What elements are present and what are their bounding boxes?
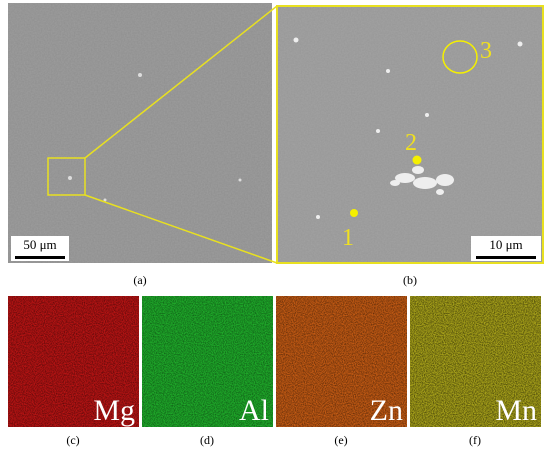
particle [293, 37, 299, 43]
zoom-line [84, 5, 278, 159]
caption: (e) [334, 433, 347, 447]
panel-e: Zn (e) [276, 296, 407, 447]
particle [316, 215, 320, 219]
point-marker [442, 40, 478, 74]
scale-label: 50 μm [23, 237, 56, 252]
point-label: 2 [405, 130, 417, 156]
element-label: Mn [495, 394, 537, 427]
particle [138, 73, 142, 77]
caption: (f) [469, 433, 481, 447]
texture [276, 296, 407, 427]
texture [410, 296, 541, 427]
panel-d: Al (d) [142, 296, 273, 447]
element-label: Mg [93, 394, 135, 427]
texture [278, 7, 542, 262]
point-label: 3 [480, 38, 492, 64]
particle [68, 176, 72, 180]
element-label: Zn [370, 394, 403, 427]
texture [8, 3, 272, 263]
caption: (a) [133, 273, 146, 287]
panel-c: Mg (c) [8, 296, 139, 447]
particle [386, 69, 390, 73]
particle [376, 129, 380, 133]
point-marker [412, 155, 422, 165]
particle [517, 41, 523, 47]
caption: (c) [66, 433, 79, 447]
caption-label: (b) [403, 273, 417, 287]
zoom-line [84, 194, 278, 264]
panel-f: Mn (f) [410, 296, 541, 447]
panel-a: 50 μm (a) [8, 3, 278, 287]
texture [142, 296, 273, 427]
scale-bar [476, 256, 536, 259]
particle-cluster [390, 166, 454, 195]
particle [425, 113, 429, 117]
panel-b: 1 2 3 10 μm (b) [276, 5, 544, 287]
caption: (b) [403, 273, 417, 287]
caption: (d) [200, 433, 214, 447]
scale-bar [15, 256, 65, 259]
particle [238, 178, 242, 182]
scale-label: 10 μm [489, 237, 522, 252]
zoom-box [47, 157, 86, 196]
element-label: Al [239, 394, 269, 427]
point-label: 1 [342, 225, 354, 251]
particle [103, 198, 107, 202]
texture [8, 296, 139, 427]
point-marker [350, 209, 358, 217]
caption-label: (a) [133, 273, 146, 287]
